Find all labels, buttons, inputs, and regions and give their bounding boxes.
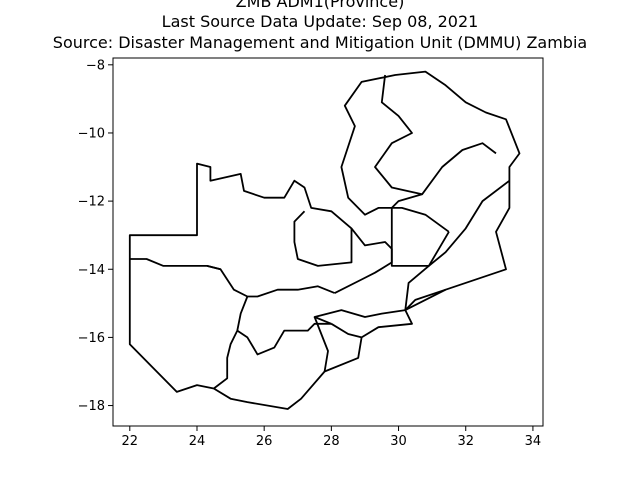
province-boundary — [236, 322, 332, 356]
x-tick-label: 30 — [390, 434, 407, 449]
province-boundary — [334, 248, 393, 294]
x-tick-label: 22 — [122, 434, 139, 449]
province-boundary — [330, 323, 362, 339]
x-tick-label: 24 — [189, 434, 206, 449]
province-boundary — [213, 296, 249, 390]
y-tick-label: −10 — [78, 126, 105, 141]
y-tick-label: −12 — [78, 195, 105, 210]
province-boundary — [313, 309, 406, 325]
y-axis: −8 −10 −12 −14 −16 −18 — [78, 58, 113, 414]
x-axis: 22 24 26 28 30 32 34 — [122, 426, 542, 449]
x-tick-label: 34 — [525, 434, 542, 449]
y-tick-label: −18 — [78, 399, 105, 414]
province-boundary — [404, 265, 430, 311]
province-boundary — [390, 179, 510, 267]
province-boundary — [391, 142, 497, 209]
map-layer — [128, 70, 521, 410]
province-boundary — [313, 316, 329, 372]
y-tick-label: −8 — [86, 58, 105, 73]
map-title-line-2: Last Source Data Update: Sep 08, 2021 — [161, 12, 479, 31]
map-title-line-3: Source: Disaster Management and Mitigati… — [52, 33, 588, 52]
country-outline — [128, 70, 521, 410]
map-title-line-1: ZMB ADM1(Province) — [235, 0, 405, 11]
province-boundary — [428, 231, 450, 267]
x-tick-label: 32 — [457, 434, 474, 449]
province-boundary — [404, 288, 446, 311]
province-boundary — [206, 265, 221, 271]
y-tick-label: −16 — [78, 331, 105, 346]
plot-frame — [112, 57, 544, 427]
province-boundary — [129, 258, 336, 298]
province-boundary — [374, 74, 423, 196]
x-tick-label: 26 — [256, 434, 273, 449]
province-boundary — [391, 207, 450, 233]
y-tick-label: −14 — [78, 263, 105, 278]
province-boundary — [293, 210, 353, 267]
x-tick-label: 28 — [323, 434, 340, 449]
